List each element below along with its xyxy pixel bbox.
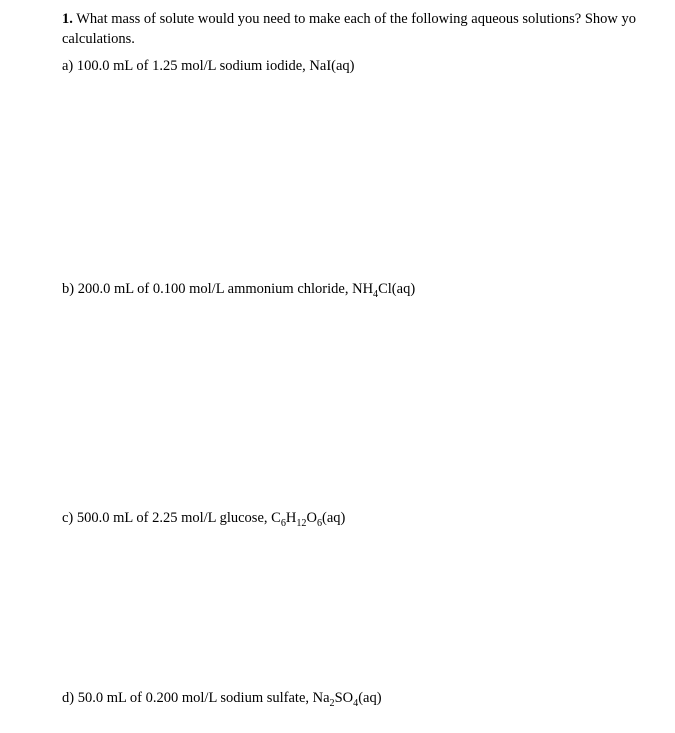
part-c-mid1: H [286, 510, 296, 526]
part-d-prefix: d) 50.0 mL of 0.200 mol/L sodium sulfate… [62, 690, 330, 706]
part-b-suffix: Cl(aq) [378, 281, 415, 297]
part-c-suffix: (aq) [322, 510, 345, 526]
question-text-line2: calculations. [62, 31, 135, 47]
part-a-text: a) 100.0 mL of 1.25 mol/L sodium iodide,… [62, 58, 355, 74]
part-b-prefix: b) 200.0 mL of 0.100 mol/L ammonium chlo… [62, 281, 373, 297]
worksheet-page: 1. What mass of solute would you need to… [0, 0, 675, 708]
question-number: 1. [62, 11, 73, 27]
part-c-mid2: O [306, 510, 316, 526]
part-c-sub2: 12 [296, 518, 306, 529]
question-intro: 1. What mass of solute would you need to… [62, 10, 675, 49]
question-text-line1: What mass of solute would you need to ma… [76, 11, 636, 27]
part-c: c) 500.0 mL of 2.25 mol/L glucose, C6H12… [62, 509, 675, 529]
part-d-suffix: (aq) [358, 690, 381, 706]
part-a: a) 100.0 mL of 1.25 mol/L sodium iodide,… [62, 57, 675, 77]
part-c-prefix: c) 500.0 mL of 2.25 mol/L glucose, C [62, 510, 281, 526]
part-d: d) 50.0 mL of 0.200 mol/L sodium sulfate… [62, 689, 675, 709]
part-d-mid1: SO [335, 690, 354, 706]
part-b: b) 200.0 mL of 0.100 mol/L ammonium chlo… [62, 280, 675, 300]
